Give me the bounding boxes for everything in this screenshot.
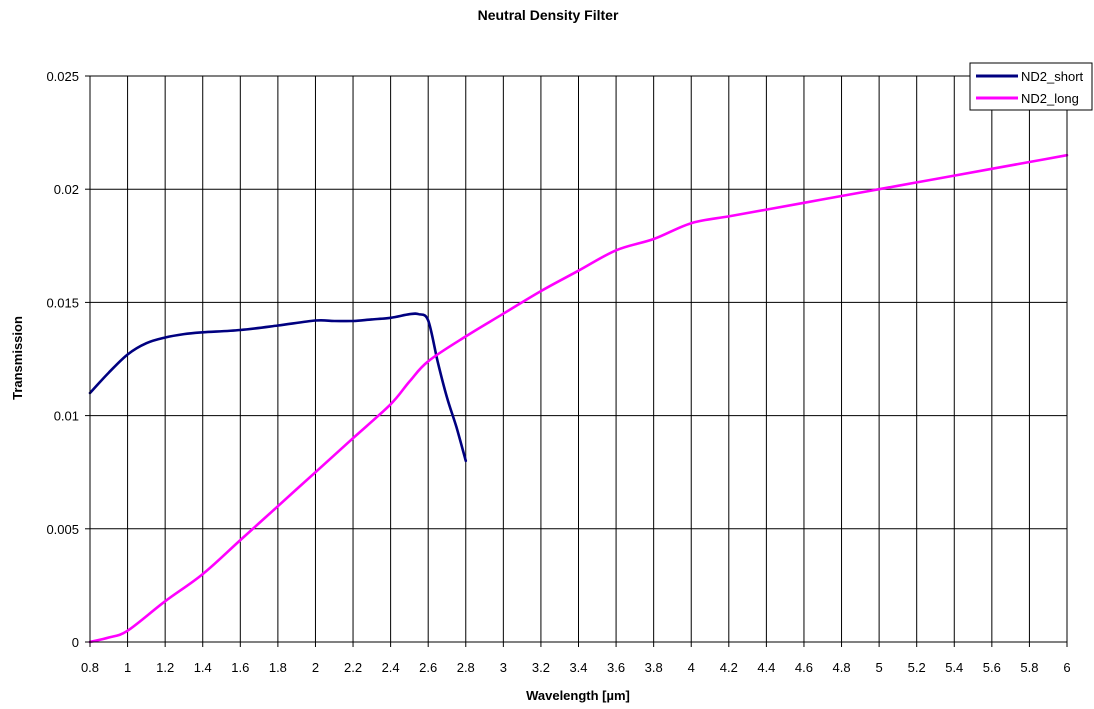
x-tick-label: 2.4 — [382, 660, 400, 675]
x-tick-label: 2 — [312, 660, 319, 675]
x-tick-label: 1.4 — [194, 660, 212, 675]
x-tick-label: 1 — [124, 660, 131, 675]
x-tick-label: 0.8 — [81, 660, 99, 675]
y-tick-label: 0.02 — [54, 182, 79, 197]
legend: ND2_short ND2_long — [969, 62, 1093, 111]
x-axis-label: Wavelength [µm] — [526, 688, 630, 703]
series-line-nd2-long — [88, 153, 1069, 644]
chart-title: Neutral Density Filter — [478, 7, 619, 23]
legend-label-nd2-long: ND2_long — [1021, 91, 1079, 106]
x-tick-label: 2.2 — [344, 660, 362, 675]
y-tick-label: 0 — [72, 635, 79, 650]
x-tick-label: 5.8 — [1020, 660, 1038, 675]
x-tick-label: 3 — [500, 660, 507, 675]
x-tick-label: 4.4 — [757, 660, 775, 675]
x-tick-label: 2.8 — [457, 660, 475, 675]
x-tick-label: 1.2 — [156, 660, 174, 675]
x-tick-label: 4.6 — [795, 660, 813, 675]
y-tick-label: 0.01 — [54, 409, 79, 424]
x-tick-label: 5.4 — [945, 660, 963, 675]
y-tick-label: 0.015 — [46, 295, 79, 310]
x-tick-label: 1.6 — [231, 660, 249, 675]
legend-label-nd2-short: ND2_short — [1021, 69, 1084, 84]
y-tick-label: 0.005 — [46, 522, 79, 537]
x-tick-label: 5.6 — [983, 660, 1001, 675]
y-axis-label: Transmission — [10, 316, 25, 400]
x-tick-label: 4.2 — [720, 660, 738, 675]
x-tick-label: 1.8 — [269, 660, 287, 675]
x-tick-label: 5 — [875, 660, 882, 675]
x-tick-label: 4.8 — [832, 660, 850, 675]
x-tick-label: 3.6 — [607, 660, 625, 675]
x-tick-label: 2.6 — [419, 660, 437, 675]
series-line-nd2-short — [88, 312, 468, 463]
series-layer — [88, 153, 1069, 644]
x-tick-label: 6 — [1063, 660, 1070, 675]
x-tick-label: 5.2 — [908, 660, 926, 675]
x-tick-label: 4 — [688, 660, 695, 675]
x-tick-label: 3.4 — [569, 660, 587, 675]
y-tick-labels: 0 0.005 0.01 0.015 0.02 0.025 — [46, 69, 90, 650]
legend-box — [969, 62, 1093, 111]
y-tick-label: 0.025 — [46, 69, 79, 84]
x-tick-label: 3.8 — [645, 660, 663, 675]
x-tick-labels: 0.8 1 1.2 1.4 1.6 1.8 2 2.2 2.4 2.6 2.8 3 3.2 3.4 3.6 3… — [81, 642, 1071, 675]
x-tick-label: 3.2 — [532, 660, 550, 675]
